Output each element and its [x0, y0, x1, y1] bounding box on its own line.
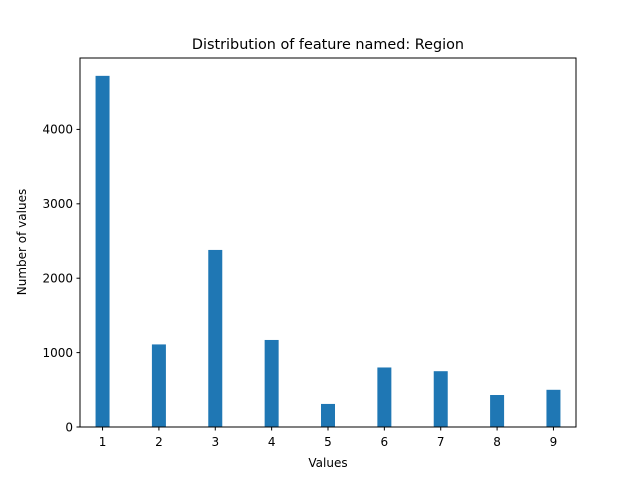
x-tick-label: 9: [550, 435, 558, 449]
bar-3: [208, 249, 223, 427]
bar-7: [433, 371, 448, 427]
y-tick-label: 1000: [42, 346, 73, 360]
x-tick-label: 5: [324, 435, 332, 449]
chart-title: Distribution of feature named: Region: [192, 37, 464, 53]
bar-4: [264, 339, 279, 427]
y-tick-label: 0: [65, 420, 73, 434]
y-tick-label: 4000: [42, 123, 73, 137]
x-tick-label: 3: [211, 435, 219, 449]
y-tick-label: 2000: [42, 272, 73, 286]
y-tick-label: 3000: [42, 197, 73, 211]
x-tick-label: 4: [268, 435, 276, 449]
x-tick-label: 1: [99, 435, 107, 449]
x-tick-label: 2: [155, 435, 163, 449]
x-tick-label: 8: [493, 435, 501, 449]
x-axis-label: Values: [308, 456, 347, 470]
y-axis-label: Number of values: [15, 189, 29, 295]
x-axis-ticks: 1 2 3 4 5 6 7 8 9: [99, 427, 558, 449]
x-tick-label: 7: [437, 435, 445, 449]
bars-layer: [95, 75, 561, 427]
bar-1: [95, 75, 110, 427]
bar-5: [321, 403, 335, 427]
bar-9: [546, 389, 561, 427]
bar-6: [377, 367, 392, 427]
bar-2: [151, 344, 166, 427]
y-axis-ticks: 0 1000 2000 3000 4000: [42, 123, 80, 434]
x-tick-label: 6: [381, 435, 389, 449]
bar-8: [490, 395, 505, 427]
